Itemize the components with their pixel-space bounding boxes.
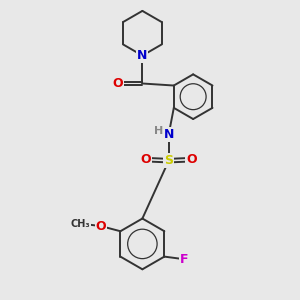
Text: CH₃: CH₃	[71, 219, 91, 229]
Text: F: F	[179, 253, 188, 266]
Text: O: O	[113, 77, 123, 90]
Text: S: S	[164, 154, 173, 167]
Text: N: N	[164, 128, 174, 141]
Text: O: O	[141, 153, 151, 166]
Text: O: O	[186, 153, 197, 166]
Text: N: N	[137, 49, 148, 62]
Text: O: O	[96, 220, 106, 232]
Text: H: H	[154, 126, 163, 136]
